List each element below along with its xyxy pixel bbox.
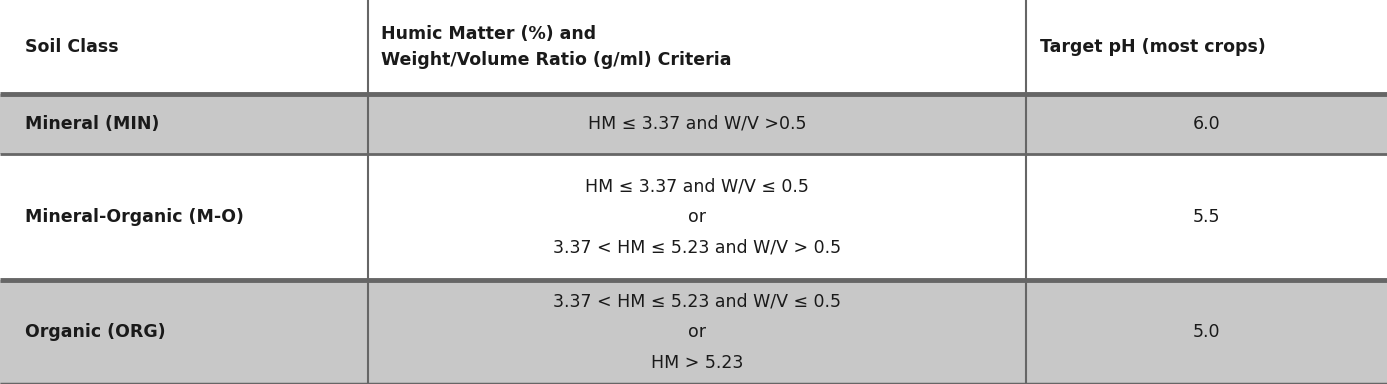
Text: Mineral (MIN): Mineral (MIN) [25,115,160,133]
Text: Organic (ORG): Organic (ORG) [25,323,165,341]
Bar [0,0,1387,94]
Text: HM ≤ 3.37 and W/V >0.5: HM ≤ 3.37 and W/V >0.5 [588,115,806,133]
Text: 5.5: 5.5 [1193,208,1221,226]
Text: Target pH (most crops): Target pH (most crops) [1040,38,1266,56]
Bar [0,154,1387,280]
Text: 3.37 < HM ≤ 5.23 and W/V ≤ 0.5
or
HM > 5.23: 3.37 < HM ≤ 5.23 and W/V ≤ 0.5 or HM > 5… [553,293,841,372]
Text: Mineral-Organic (M-O): Mineral-Organic (M-O) [25,208,244,226]
Bar [0,94,1387,154]
Text: 5.0: 5.0 [1193,323,1221,341]
Text: Humic Matter (%) and
Weight/Volume Ratio (g/ml) Criteria: Humic Matter (%) and Weight/Volume Ratio… [381,25,732,69]
Text: HM ≤ 3.37 and W/V ≤ 0.5
or
3.37 < HM ≤ 5.23 and W/V > 0.5: HM ≤ 3.37 and W/V ≤ 0.5 or 3.37 < HM ≤ 5… [553,177,841,257]
Text: Soil Class: Soil Class [25,38,119,56]
Bar [0,280,1387,384]
Text: 6.0: 6.0 [1193,115,1221,133]
